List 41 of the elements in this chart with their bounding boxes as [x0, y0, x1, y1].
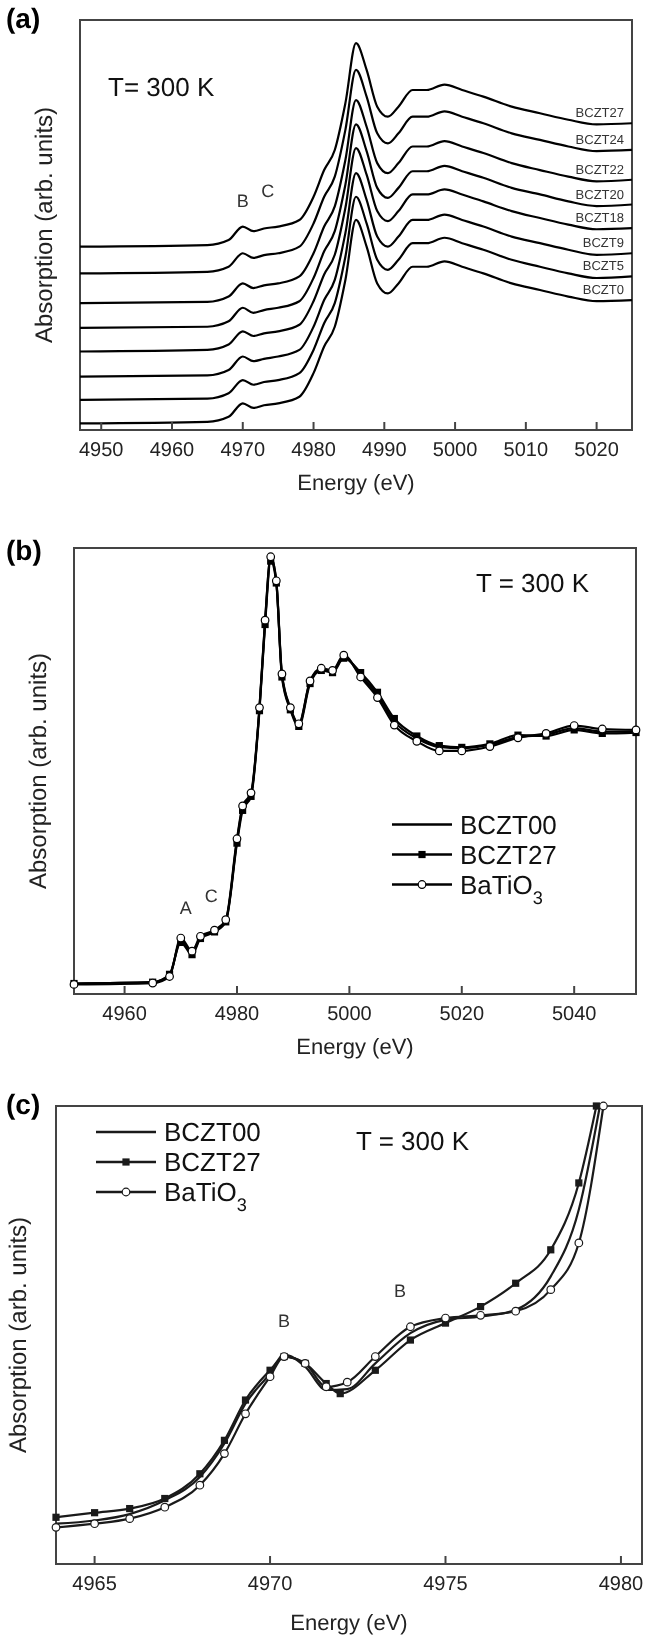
annotation: T = 300 K: [356, 1126, 470, 1156]
chart-title: (c): [6, 1088, 41, 1120]
x-tick-label: 5010: [503, 440, 549, 462]
annotation: C: [204, 886, 219, 907]
x-tick-label: 5020: [439, 1004, 485, 1026]
legend-label: BaTiO$_{3}$: [164, 1177, 247, 1215]
x-axis-title: Energy (eV): [296, 1036, 414, 1060]
y-axis-title: Absorption (arb. units): [4, 1216, 32, 1454]
x-tick-label: 5000: [327, 1004, 373, 1026]
annotation: B: [236, 190, 249, 211]
legend-label: BCZT00: [460, 809, 557, 840]
annotation: B: [277, 1310, 290, 1331]
x-tick-label: 4950: [78, 440, 125, 462]
y-axis-title: Absorption (arb. units): [30, 106, 58, 344]
x-tick-label: 4980: [214, 1004, 261, 1026]
x-axis-title: Energy (eV): [290, 1612, 408, 1636]
legend-label: BaTiO$_{3}$: [460, 869, 543, 908]
x-tick-label: 4980: [291, 440, 337, 462]
legend-label: BCZT00: [164, 1117, 261, 1147]
y-axis-title: Absorption (arb. units): [24, 652, 52, 890]
x-tick-label: 4965: [72, 1574, 118, 1596]
x-tick-label: 4970: [220, 440, 266, 462]
x-tick-label: 4990: [362, 440, 408, 462]
x-tick-label: 4970: [247, 1574, 294, 1596]
annotation: B: [393, 1280, 406, 1301]
legend-label: BCZT27: [164, 1147, 261, 1177]
x-tick-label: 5000: [432, 440, 479, 462]
x-tick-label: 4980: [598, 1574, 645, 1596]
annotation: C: [261, 180, 276, 201]
annotation: T = 300 K: [476, 568, 590, 598]
x-tick-label: 4975: [423, 1574, 469, 1596]
chart-title: (b): [6, 534, 42, 566]
x-tick-label: 5040: [551, 1004, 598, 1026]
x-tick-label: 5020: [574, 440, 620, 462]
legend-label: BCZT27: [460, 839, 557, 870]
annotation: T= 300 K: [108, 72, 215, 102]
x-tick-label: 4960: [102, 1004, 148, 1026]
x-tick-label: 4960: [149, 440, 196, 462]
x-axis-title: Energy (eV): [297, 472, 415, 496]
chart-title: (a): [6, 2, 41, 34]
annotation: A: [179, 898, 192, 919]
